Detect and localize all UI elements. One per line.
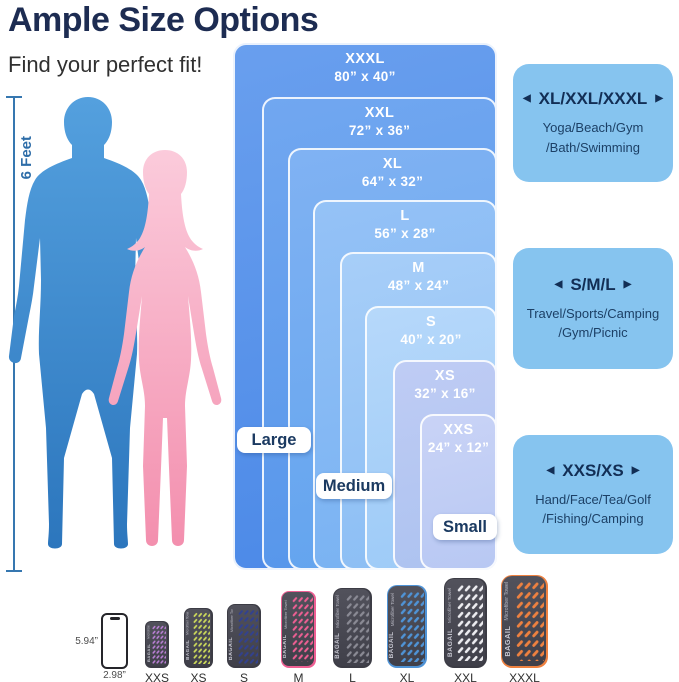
group-pill-large: Large [237, 427, 311, 453]
towel-face: BAGAIL Microfiber Towel [388, 586, 425, 666]
group-pill-medium: Medium [316, 473, 392, 499]
size-name: XS [434, 368, 456, 384]
human-silhouettes-illustration [8, 97, 222, 549]
right-arrow-icon: ▶ [631, 464, 640, 476]
towel-stripe-pattern [152, 624, 167, 665]
phone-height-label: 5.94” [75, 636, 98, 647]
towel-stripe-pattern [457, 584, 484, 662]
size-name: XXS [443, 422, 474, 438]
towel-size-label: XS [190, 671, 207, 682]
towel-size-label: XXS [144, 671, 169, 682]
towel-xl: BAGAIL Microfiber Towel XL [387, 585, 427, 682]
use-case-heading: ◀ XXS/XS ▶ [547, 461, 640, 481]
use-case-sizes: S/M/L [570, 274, 616, 294]
towel-brand-text: BAGAIL Microfiber Towel [335, 594, 342, 659]
phone-size-reference [101, 613, 128, 669]
female-silhouette [108, 150, 222, 546]
left-arrow-icon: ◀ [554, 278, 563, 290]
towel-stripe-pattern [399, 590, 424, 662]
right-arrow-icon: ▶ [655, 93, 664, 104]
use-case-activities: Hand/Face/Tea/Golf /Fishing/Camping [535, 491, 651, 527]
towel-brand-text: BAGAIL Microfiber Towel [229, 608, 235, 660]
size-dimensions: 64” x 32” [361, 174, 424, 189]
size-name: M [412, 260, 425, 276]
size-dimensions: 40” x 20” [400, 332, 462, 347]
towel-s: BAGAIL Microfiber Towel S [227, 604, 261, 682]
towel-brand-text: BAGAIL Microfiber Towel [389, 593, 396, 658]
phone-notch [109, 616, 120, 620]
towel-stripe-pattern [291, 596, 313, 663]
towel-brand-text: BAGAIL Microfiber Towel [186, 612, 191, 661]
towel-size-label: S [239, 671, 248, 682]
towel-stripe-pattern [237, 608, 258, 664]
size-name: L [400, 208, 410, 224]
size-band-xxs: XXS 24” x 12” [420, 414, 497, 570]
size-dimensions: 72” x 36” [348, 123, 411, 138]
ruler-bottom-tick [6, 570, 22, 572]
towel-m: BAGAIL Microfiber Towel M [281, 591, 316, 682]
towel-size-label: XXXL [509, 671, 540, 682]
towel-stripe-pattern [516, 581, 545, 662]
towel-xxl: BAGAIL Microfiber Towel XXL [444, 578, 487, 682]
towel-size-label: M [293, 671, 304, 682]
towel-xxxl: BAGAIL Microfiber Towel XXXL [501, 575, 548, 682]
size-name: XXL [364, 105, 395, 121]
right-arrow-icon: ▶ [623, 278, 632, 290]
towel-face: BAGAIL Microfiber Towel [282, 592, 314, 666]
use-case-sizes: XXS/XS [562, 460, 624, 480]
use-case-heading: ◀ XL/XXL/XXXL ▶ [523, 89, 663, 109]
towel-xs: BAGAIL Microfiber Towel XS [184, 608, 213, 682]
towel-stripe-pattern [192, 612, 210, 665]
use-case-box-xl-xxl-xxxl: ◀ XL/XXL/XXXL ▶ Yoga/Beach/Gym /Bath/Swi… [513, 64, 673, 182]
towel-brand-text: BAGAIL Microfiber Towel [446, 588, 454, 658]
towel-size-label: L [349, 671, 356, 682]
use-case-box-xxs-xs: ◀ XXS/XS ▶ Hand/Face/Tea/Golf /Fishing/C… [513, 435, 673, 554]
towel-size-label: XXL [454, 671, 477, 682]
towel-face: BAGAIL Microfiber Towel [228, 605, 259, 666]
towel-face: BAGAIL Microfiber Towel [445, 579, 485, 666]
size-dimensions: 80” x 40” [334, 69, 396, 84]
towel-size-label: XL [399, 671, 415, 682]
size-dimensions: 48” x 24” [387, 278, 450, 293]
towel-xxs: BAGAIL Microfiber Towel XXS [145, 621, 169, 682]
size-dimensions: 56” x 28” [374, 226, 436, 241]
towel-face: BAGAIL Microfiber Towel [334, 589, 370, 666]
group-pill-small: Small [433, 514, 497, 540]
towel-face: BAGAIL Microfiber Towel [185, 609, 211, 666]
towel-brand-text: BAGAIL Microfiber Towel [283, 601, 289, 659]
page-subtitle: Find your perfect fit! [8, 52, 203, 77]
use-case-activities: Travel/Sports/Camping /Gym/Picnic [526, 305, 660, 341]
towel-face: BAGAIL Microfiber Towel [146, 622, 167, 666]
page-title: Ample Size Options [8, 1, 319, 39]
use-case-box-s-m-l: ◀ S/M/L ▶ Travel/Sports/Camping /Gym/Pic… [513, 248, 673, 369]
towel-brand-text: BAGAIL Microfiber Towel [146, 624, 151, 662]
towel-l: BAGAIL Microfiber Towel L [333, 588, 372, 682]
left-arrow-icon: ◀ [522, 93, 531, 104]
towel-brand-text: BAGAIL Microfiber Towel [503, 582, 512, 657]
phone-width-label: 2.98” [103, 670, 126, 681]
size-name: S [425, 314, 437, 330]
use-case-heading: ◀ S/M/L ▶ [555, 275, 632, 295]
size-name: XL [382, 156, 403, 172]
size-dimensions: 24” x 12” [427, 440, 490, 455]
size-name: XXXL [345, 51, 385, 67]
left-arrow-icon: ◀ [546, 464, 555, 476]
use-case-sizes: XL/XXL/XXXL [538, 89, 648, 108]
ruler-top-tick [6, 96, 22, 98]
use-case-activities: Yoga/Beach/Gym /Bath/Swimming [542, 120, 644, 155]
size-dimensions: 32” x 16” [414, 386, 476, 401]
towel-stripe-pattern [345, 593, 369, 663]
male-silhouette [8, 97, 168, 549]
towel-face: BAGAIL Microfiber Towel [502, 576, 546, 666]
